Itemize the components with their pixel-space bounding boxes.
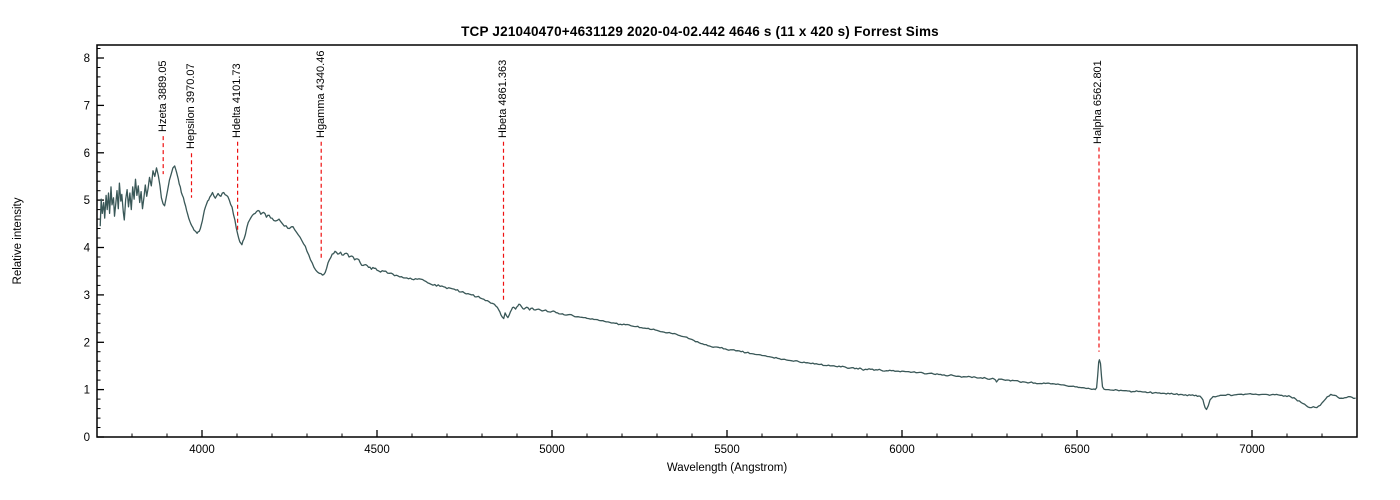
x-axis-tick-label: 7000 — [1239, 444, 1265, 456]
spectrum-curve — [99, 165, 1356, 411]
x-axis-tick-label: 4500 — [364, 444, 390, 456]
y-axis-tick-label: 8 — [84, 53, 90, 65]
spectral-line-label: Halpha 6562.801 — [1092, 59, 1105, 144]
plot-area-border — [96, 44, 1358, 438]
spectral-line-label: Hbeta 4861.363 — [496, 59, 509, 138]
y-axis-tick-label: 6 — [84, 148, 90, 160]
x-axis-tick-label: 6500 — [1064, 444, 1090, 456]
y-axis-title: Relative intensity — [12, 197, 24, 285]
spectral-line-label: Hdelta 4101.73 — [231, 63, 244, 138]
y-axis-tick-label: 1 — [84, 385, 90, 397]
x-axis-tick-label: 5000 — [539, 444, 565, 456]
spectral-line-label: Hgamma 4340.46 — [314, 50, 327, 138]
y-axis-tick-label: 0 — [84, 432, 90, 444]
y-axis-tick-label: 7 — [84, 100, 90, 112]
y-axis-tick-label: 2 — [84, 337, 90, 349]
y-axis-tick-label: 5 — [84, 195, 90, 207]
x-axis-title: Wavelength (Angstrom) — [666, 462, 788, 474]
x-axis-tick-label: 5500 — [714, 444, 740, 456]
y-axis-tick-label: 3 — [84, 290, 90, 302]
spectral-line-label: Hzeta 3889.05 — [156, 60, 169, 133]
x-axis-tick-label: 4000 — [189, 444, 215, 456]
chart-title: TCP J21040470+4631129 2020-04-02.442 464… — [461, 24, 939, 39]
x-axis-tick-label: 6000 — [889, 444, 915, 456]
y-axis-tick-label: 4 — [84, 243, 91, 255]
spectral-line-label: Hepsilon 3970.07 — [185, 63, 198, 150]
